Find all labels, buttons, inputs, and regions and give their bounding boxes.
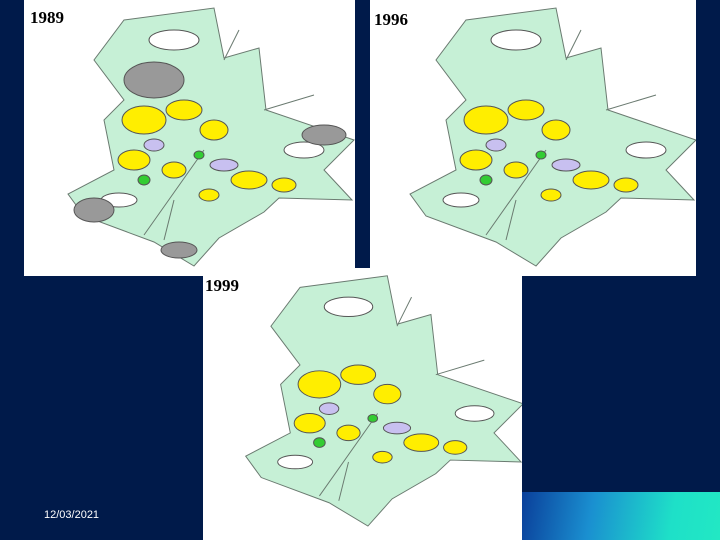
map-year: 1989 [30, 8, 64, 27]
map-panel: 1999 [203, 268, 522, 540]
grey-patch [73, 197, 115, 223]
map-panel: 1996 [370, 0, 696, 276]
corner-decoration [522, 492, 720, 540]
land-use-map [409, 7, 696, 267]
map [245, 275, 522, 527]
map-panel: 1989 [24, 0, 355, 276]
map [409, 7, 696, 267]
map-year: 1999 [205, 276, 239, 295]
slide-date: 12/03/2021 [44, 509, 100, 521]
map [67, 7, 355, 267]
grey-patch [160, 241, 198, 259]
land-use-map [245, 275, 522, 527]
grey-patch [123, 61, 185, 99]
grey-patch [301, 124, 347, 146]
map-year: 1996 [374, 10, 408, 29]
